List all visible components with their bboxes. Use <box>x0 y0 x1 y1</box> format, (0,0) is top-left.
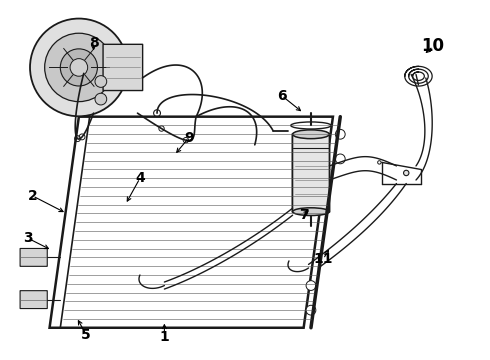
FancyBboxPatch shape <box>293 134 330 212</box>
Text: 6: 6 <box>277 89 287 103</box>
Circle shape <box>306 305 316 315</box>
Ellipse shape <box>293 130 329 139</box>
Text: 7: 7 <box>299 208 308 222</box>
Circle shape <box>60 49 98 86</box>
Ellipse shape <box>293 208 329 216</box>
Text: 2: 2 <box>27 189 37 203</box>
Circle shape <box>335 129 345 139</box>
Circle shape <box>95 93 107 105</box>
Text: 8: 8 <box>89 36 98 50</box>
Circle shape <box>404 170 409 176</box>
Circle shape <box>335 154 345 164</box>
Circle shape <box>45 33 113 102</box>
Text: 10: 10 <box>421 37 444 55</box>
FancyBboxPatch shape <box>103 44 143 90</box>
Text: 9: 9 <box>184 131 194 145</box>
Circle shape <box>306 281 316 291</box>
Text: 4: 4 <box>135 171 145 185</box>
FancyBboxPatch shape <box>20 248 47 266</box>
Text: 5: 5 <box>81 328 91 342</box>
Text: 11: 11 <box>314 252 333 266</box>
Circle shape <box>95 76 107 87</box>
Text: 3: 3 <box>23 231 32 245</box>
Circle shape <box>70 59 88 76</box>
FancyBboxPatch shape <box>20 291 47 309</box>
Circle shape <box>30 19 128 116</box>
Text: 1: 1 <box>160 329 169 343</box>
